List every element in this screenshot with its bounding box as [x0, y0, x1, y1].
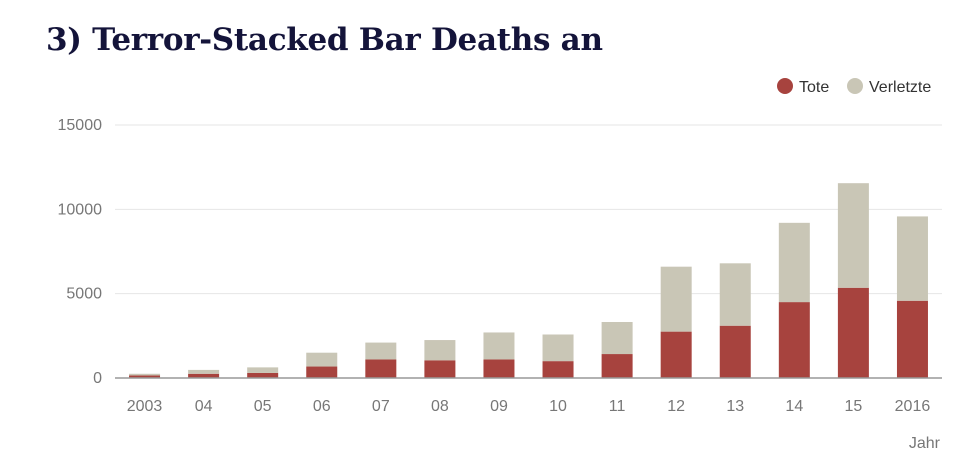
x-tick-label-04: 04: [195, 398, 213, 415]
legend-label-tote: Tote: [799, 79, 829, 96]
bar-verletzte-08[interactable]: [424, 340, 456, 361]
bar-tote-08[interactable]: [424, 360, 456, 378]
x-tick-label-08: 08: [431, 398, 449, 415]
bar-verletzte-04[interactable]: [188, 369, 220, 374]
y-tick-label-0: 0: [93, 370, 102, 387]
bar-verletzte-11[interactable]: [601, 322, 633, 355]
y-tick-label-10000: 10000: [58, 201, 103, 218]
bar-tote-04[interactable]: [188, 373, 220, 378]
x-tick-label-13: 13: [726, 398, 744, 415]
bar-verletzte-10[interactable]: [542, 334, 574, 362]
legend-label-verletzte: Verletzte: [869, 79, 931, 96]
bar-verletzte-06[interactable]: [306, 352, 338, 367]
bar-verletzte-14[interactable]: [778, 222, 810, 303]
legend-swatch-verletzte: [847, 78, 863, 94]
bar-verletzte-09[interactable]: [483, 332, 515, 360]
bar-tote-15[interactable]: [837, 287, 869, 378]
bar-verletzte-05[interactable]: [247, 367, 279, 373]
x-tick-label-2003: 2003: [127, 398, 163, 415]
legend-swatch-tote: [777, 78, 793, 94]
bar-tote-10[interactable]: [542, 361, 574, 378]
legend-item-verletzte[interactable]: Verletzte: [847, 78, 931, 96]
bar-verletzte-07[interactable]: [365, 342, 397, 360]
bar-verletzte-12[interactable]: [660, 266, 692, 332]
bar-tote-12[interactable]: [660, 331, 692, 378]
x-tick-label-15: 15: [844, 398, 862, 415]
y-tick-label-15000: 15000: [58, 117, 103, 134]
bar-tote-14[interactable]: [778, 302, 810, 378]
bar-verletzte-15[interactable]: [837, 183, 869, 288]
x-tick-label-12: 12: [667, 398, 685, 415]
bar-verletzte-2003[interactable]: [129, 373, 161, 376]
x-tick-label-2016: 2016: [895, 398, 931, 415]
bar-verletzte-13[interactable]: [719, 263, 751, 326]
bar-tote-09[interactable]: [483, 359, 515, 378]
x-tick-label-11: 11: [609, 398, 626, 415]
x-axis-ticks: 2003 04 05 06 07 08 09 10 11 12 13 14 15 2016: [127, 398, 931, 415]
y-tick-label-5000: 5000: [66, 286, 102, 303]
x-tick-label-14: 14: [785, 398, 803, 415]
x-tick-label-07: 07: [372, 398, 390, 415]
x-tick-label-10: 10: [549, 398, 567, 415]
legend[interactable]: Tote Verletzte: [777, 78, 931, 96]
x-axis-label: Jahr: [909, 435, 941, 452]
bars: [129, 183, 928, 378]
gridlines: [115, 124, 942, 295]
bar-tote-11[interactable]: [601, 354, 633, 378]
x-tick-label-09: 09: [490, 398, 508, 415]
bar-tote-06[interactable]: [306, 366, 338, 378]
bar-verletzte-2016[interactable]: [896, 216, 928, 301]
x-tick-label-06: 06: [313, 398, 331, 415]
bar-tote-2016[interactable]: [896, 300, 928, 378]
x-tick-label-05: 05: [254, 398, 272, 415]
y-axis-ticks: 0 5000 10000 15000: [58, 117, 103, 387]
bar-tote-07[interactable]: [365, 359, 397, 378]
legend-item-tote[interactable]: Tote: [777, 78, 829, 96]
chart-title: 3) Terror-Stacked Bar Deaths an: [46, 22, 603, 58]
bar-tote-2003[interactable]: [129, 375, 161, 378]
bar-tote-05[interactable]: [247, 372, 279, 378]
bar-tote-13[interactable]: [719, 325, 751, 378]
